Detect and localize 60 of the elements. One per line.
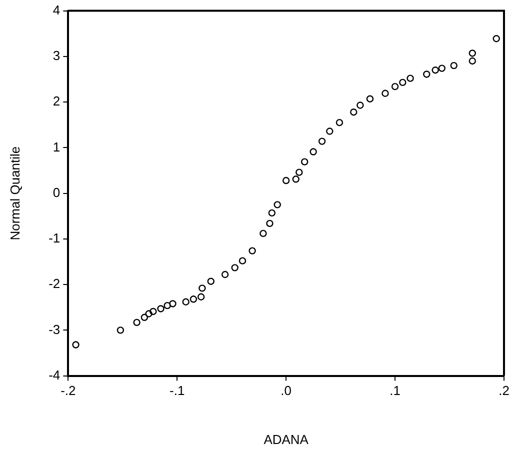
y-tick-label: 1	[52, 139, 60, 154]
point	[336, 118, 344, 126]
point	[399, 78, 406, 86]
point	[406, 74, 414, 82]
point	[221, 270, 229, 278]
point	[292, 176, 300, 183]
x-tick-label: .0	[280, 383, 292, 398]
point	[282, 176, 290, 184]
x-tick-label: -.2	[60, 383, 76, 398]
point	[266, 220, 274, 228]
point	[157, 305, 164, 312]
point	[318, 138, 326, 145]
point	[116, 326, 124, 334]
point	[301, 158, 308, 166]
point	[310, 148, 317, 156]
point	[468, 57, 476, 65]
x-tick-label: -.1	[170, 383, 185, 398]
point	[145, 310, 152, 318]
point	[450, 62, 458, 70]
point	[231, 264, 238, 272]
point	[150, 308, 157, 316]
x-axis-title: ADANA	[264, 432, 309, 447]
point	[260, 230, 267, 238]
y-tick-label: -3	[48, 322, 60, 337]
point	[164, 302, 171, 310]
point	[72, 341, 80, 348]
point	[326, 128, 334, 135]
point	[391, 82, 399, 90]
point	[438, 64, 446, 72]
y-tick-label: 2	[52, 94, 60, 109]
point	[366, 95, 374, 102]
y-tick-label: 0	[52, 184, 60, 200]
point	[423, 70, 430, 78]
point	[238, 257, 246, 264]
point	[182, 298, 190, 306]
point	[268, 209, 276, 217]
point	[197, 293, 205, 300]
y-tick-label: 4	[52, 2, 60, 18]
point	[248, 247, 256, 254]
point	[207, 278, 214, 285]
point	[468, 50, 476, 57]
x-tick-label: .2	[498, 383, 510, 398]
y-tick-label: -2	[48, 276, 60, 292]
point	[350, 108, 358, 116]
y-axis-title: Normal Quantile	[7, 146, 22, 240]
y-tick-label: 3	[52, 48, 60, 64]
point	[356, 102, 364, 109]
point	[432, 66, 439, 74]
x-tick-label: .1	[390, 383, 400, 398]
y-tick-label: -1	[48, 230, 60, 246]
point	[140, 314, 148, 321]
point	[382, 90, 389, 97]
point	[133, 318, 140, 326]
point	[274, 201, 281, 208]
point	[190, 296, 198, 303]
point	[492, 35, 500, 42]
point	[198, 284, 206, 292]
y-tick-label: -4	[48, 367, 60, 382]
point	[169, 300, 176, 308]
point	[296, 168, 303, 176]
